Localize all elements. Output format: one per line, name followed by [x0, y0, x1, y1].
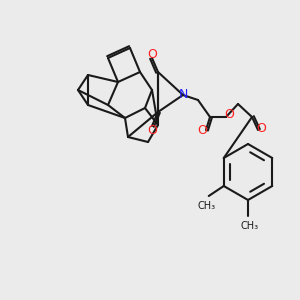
- Text: O: O: [197, 124, 207, 136]
- Text: N: N: [178, 88, 188, 101]
- Text: CH₃: CH₃: [198, 201, 216, 211]
- Text: CH₃: CH₃: [241, 221, 259, 231]
- Text: O: O: [147, 124, 157, 136]
- Text: O: O: [147, 47, 157, 61]
- Text: O: O: [224, 107, 234, 121]
- Text: O: O: [256, 122, 266, 134]
